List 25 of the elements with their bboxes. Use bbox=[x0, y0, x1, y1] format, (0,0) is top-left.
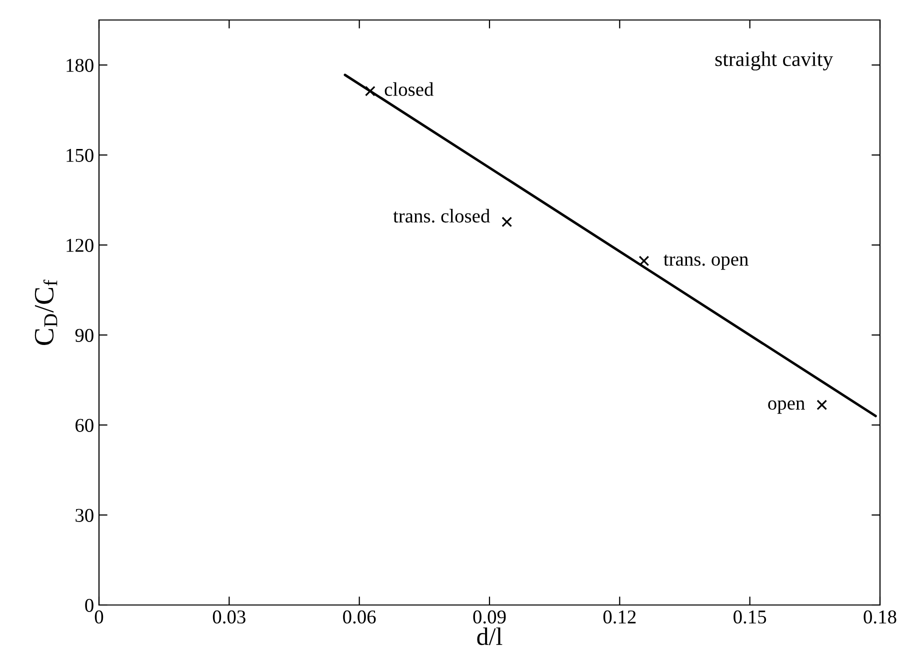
y-tick-label: 0 bbox=[85, 598, 94, 612]
x-tick-label: 0.06 bbox=[343, 610, 376, 624]
annotation: closed bbox=[384, 82, 434, 96]
x-tick-label: 0.18 bbox=[864, 610, 896, 624]
x-tick-label: 0.09 bbox=[473, 610, 506, 624]
y-tick-label: 150 bbox=[66, 148, 94, 162]
y-tick-label: 120 bbox=[66, 238, 94, 252]
annotation: open bbox=[768, 400, 805, 414]
point bbox=[816, 400, 828, 410]
x-axis-title: d/l bbox=[477, 627, 502, 646]
y-tick-label: 90 bbox=[75, 328, 94, 342]
x-tick-label: 0.12 bbox=[603, 610, 636, 624]
annotation: trans. open bbox=[664, 254, 748, 270]
x-tick-label: 0.15 bbox=[734, 610, 766, 624]
annotation: straight cavity bbox=[715, 51, 834, 70]
point bbox=[364, 86, 376, 96]
annotation: trans. closed bbox=[393, 208, 490, 223]
y-axis-title: C$_{D}$/C$_{f}$ bbox=[34, 280, 58, 345]
point bbox=[502, 216, 512, 228]
x-tick-label: 0 bbox=[94, 610, 104, 624]
x-tick-label: 0.03 bbox=[212, 610, 246, 624]
point bbox=[638, 256, 650, 266]
y-tick-label: 60 bbox=[76, 418, 94, 432]
y-tick-label: 180 bbox=[66, 58, 94, 72]
y-tick-label: 30 bbox=[76, 508, 94, 522]
